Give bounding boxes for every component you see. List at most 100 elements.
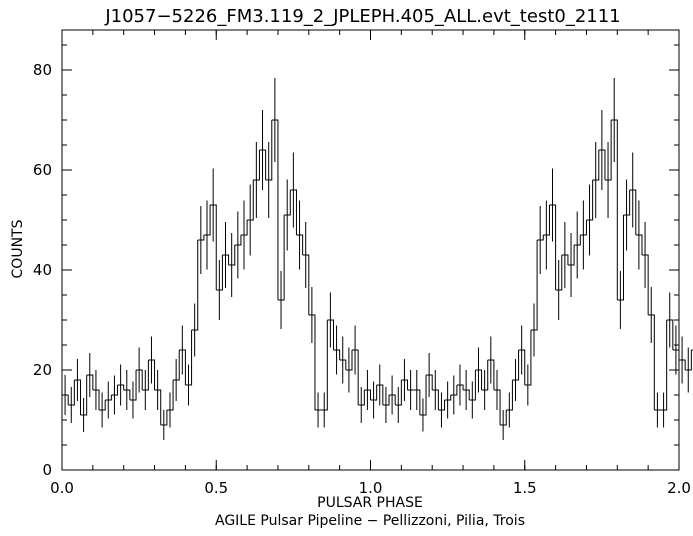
histogram-bin bbox=[284, 190, 291, 216]
histogram-bin bbox=[345, 350, 353, 371]
histogram-bin bbox=[549, 204, 557, 290]
histogram-bin bbox=[173, 350, 180, 381]
histogram-bin bbox=[481, 360, 489, 391]
histogram-bin bbox=[426, 374, 433, 390]
histogram-bin bbox=[277, 215, 285, 301]
x-tick-label: 2.0 bbox=[667, 479, 691, 497]
histogram-bin bbox=[506, 380, 513, 411]
y-axis-label: COUNTS bbox=[10, 219, 26, 278]
histogram-bin bbox=[86, 374, 94, 390]
histogram-bin bbox=[604, 120, 612, 181]
y-tick-label: 80 bbox=[33, 61, 52, 79]
histogram-bin bbox=[395, 380, 402, 406]
histogram-bin bbox=[623, 190, 631, 216]
histogram-bin bbox=[561, 254, 569, 265]
histogram-bin bbox=[203, 205, 211, 236]
histogram-bin bbox=[555, 255, 563, 291]
histogram-bin bbox=[191, 240, 199, 331]
histogram-bin bbox=[265, 120, 273, 181]
histogram-bin bbox=[592, 150, 600, 181]
y-tick-label: 60 bbox=[33, 161, 52, 179]
histogram-bin bbox=[154, 389, 162, 425]
histogram-bin bbox=[580, 220, 587, 236]
histogram-bin bbox=[500, 410, 507, 426]
histogram-bin bbox=[666, 319, 674, 350]
x-tick-label: 1.0 bbox=[359, 479, 383, 497]
histogram-bin bbox=[302, 254, 310, 315]
histogram-bin bbox=[524, 330, 532, 386]
histogram-bin bbox=[401, 379, 409, 390]
histogram-bin bbox=[210, 204, 217, 290]
histogram-bin bbox=[679, 359, 686, 370]
histogram-bin bbox=[364, 389, 371, 400]
histogram-bin bbox=[234, 235, 242, 246]
histogram-bin bbox=[629, 189, 637, 235]
histogram-bin bbox=[450, 385, 458, 396]
histogram-bin bbox=[339, 359, 347, 370]
histogram-bin bbox=[635, 234, 643, 255]
histogram-bin bbox=[240, 220, 248, 236]
histogram-bin bbox=[598, 149, 606, 180]
histogram-bin bbox=[370, 385, 378, 401]
histogram-bin bbox=[253, 150, 260, 181]
histogram-bin bbox=[216, 255, 223, 291]
histogram-bin bbox=[68, 380, 75, 406]
histogram-bin bbox=[456, 384, 464, 390]
histogram-bin bbox=[111, 385, 119, 396]
y-tick-label: 20 bbox=[33, 361, 52, 379]
histogram-bin bbox=[438, 400, 446, 411]
histogram-bin bbox=[99, 400, 106, 411]
histogram-bin bbox=[487, 359, 495, 390]
y-tick-label: 0 bbox=[42, 461, 52, 479]
histogram-bin bbox=[74, 379, 82, 415]
histogram-bin bbox=[321, 320, 328, 411]
histogram-bin bbox=[567, 245, 575, 266]
histogram-bin bbox=[351, 349, 359, 405]
footer-credit: AGILE Pulsar Pipeline − Pellizzoni, Pili… bbox=[215, 513, 525, 529]
histogram-bin bbox=[382, 395, 390, 406]
histogram-bin bbox=[518, 349, 526, 385]
histogram-bin bbox=[530, 240, 538, 331]
histogram-bin bbox=[123, 389, 131, 400]
x-tick-label: 0.5 bbox=[204, 479, 228, 497]
x-tick-label: 1.5 bbox=[513, 479, 537, 497]
histogram-bin bbox=[290, 189, 297, 235]
histogram-bin bbox=[358, 390, 365, 406]
x-axis: 0.0 0.5 1.0 1.5 2.0 bbox=[50, 30, 691, 497]
histogram-bin bbox=[685, 350, 692, 371]
x-tick-label: 0.0 bbox=[50, 479, 74, 497]
histogram-bin bbox=[389, 394, 396, 405]
histogram-bin bbox=[660, 320, 668, 411]
histogram-bin bbox=[228, 245, 236, 266]
histogram-bin bbox=[432, 389, 439, 410]
histogram-bin bbox=[185, 330, 193, 386]
histogram-bin bbox=[641, 254, 649, 315]
histogram-bin bbox=[648, 314, 655, 410]
histogram-bin bbox=[222, 254, 230, 265]
histogram-bin bbox=[197, 235, 205, 241]
histogram-bin bbox=[586, 180, 594, 221]
histogram-bin bbox=[512, 350, 520, 381]
histogram-bin bbox=[296, 234, 304, 255]
histogram-bin bbox=[80, 375, 88, 416]
histogram-bin bbox=[247, 180, 254, 221]
histogram-bin bbox=[376, 384, 384, 405]
histogram-bin bbox=[179, 349, 186, 385]
y-axis: 0 20 40 60 80 bbox=[33, 44, 679, 479]
histogram-bin bbox=[574, 235, 581, 246]
histogram-bin bbox=[543, 205, 550, 236]
histogram-bin bbox=[148, 359, 156, 390]
histogram-bin bbox=[537, 235, 544, 241]
y-tick-label: 40 bbox=[33, 261, 52, 279]
histogram-bin bbox=[92, 389, 100, 410]
histogram-bin bbox=[142, 360, 149, 391]
x-axis-label: PULSAR PHASE bbox=[317, 495, 423, 511]
histogram-bin bbox=[444, 395, 452, 401]
histogram-bin bbox=[413, 389, 421, 415]
histogram-bin bbox=[105, 395, 112, 401]
histogram-bin bbox=[333, 349, 341, 360]
histogram-bin bbox=[117, 384, 125, 390]
histogram-bin bbox=[271, 119, 279, 300]
